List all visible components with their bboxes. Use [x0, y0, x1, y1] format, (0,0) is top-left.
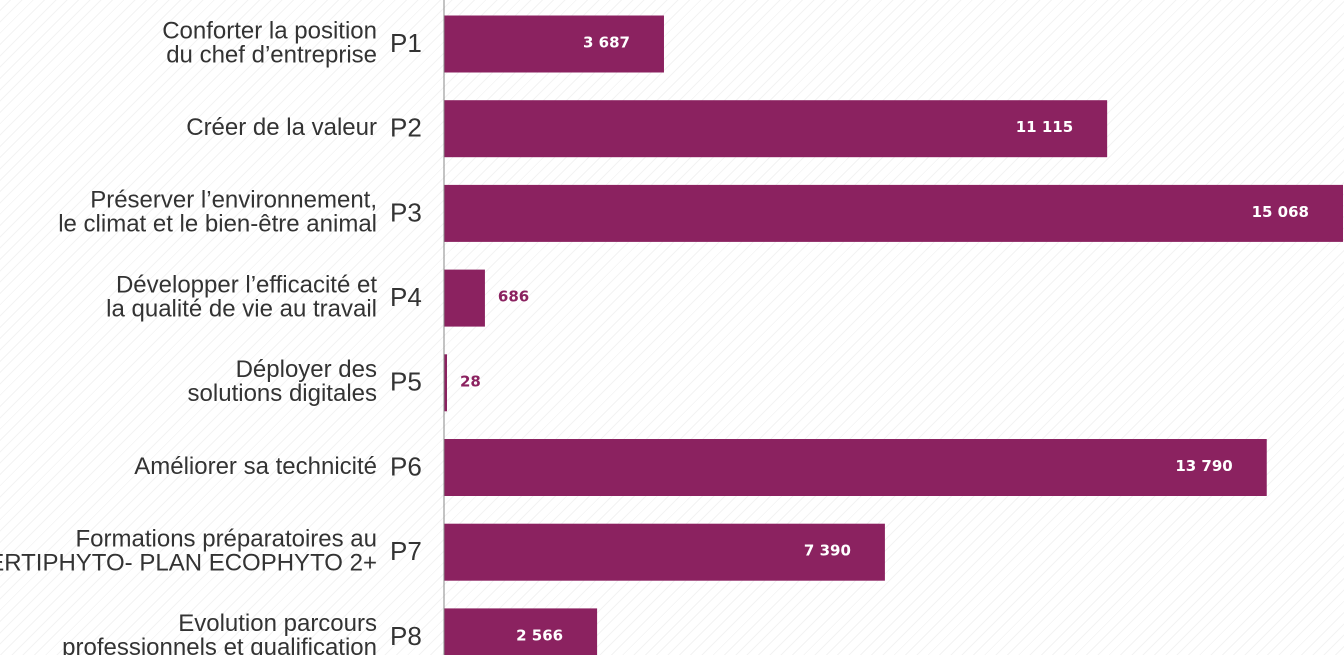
category-label-p1: du chef d’entreprise [166, 41, 377, 68]
category-code-p4: P4 [390, 282, 422, 312]
category-code-p6: P6 [390, 451, 422, 481]
category-label-p3: le climat et le bien-être animal [58, 211, 377, 238]
category-label-p5: solutions digitales [188, 380, 377, 407]
value-label-p1: 3 687 [583, 34, 630, 52]
category-label-p7: Formations préparatoires au [76, 526, 377, 553]
bar-p7 [444, 523, 885, 581]
category-code-p8: P8 [390, 621, 422, 651]
value-label-p6: 13 790 [1175, 457, 1232, 475]
bar-p2 [444, 100, 1108, 158]
category-label-p8: Evolution parcours [178, 610, 377, 637]
bar-p3 [444, 184, 1343, 242]
value-label-p7: 7 390 [804, 542, 851, 560]
category-label-p7: CERTIPHYTO- PLAN ECOPHYTO 2+ [0, 550, 377, 577]
bar-p4 [444, 269, 485, 327]
bar-p6 [444, 439, 1267, 496]
value-label-p4: 686 [498, 288, 529, 306]
category-code-p7: P7 [390, 536, 422, 566]
bar-p5 [444, 354, 447, 412]
bar-p1 [444, 15, 664, 73]
category-label-p1: Conforter la position [162, 17, 377, 44]
category-label-p6: Améliorer sa technicité [134, 453, 377, 480]
category-label-p5: Déployer des [236, 356, 377, 383]
value-label-p3: 15 068 [1252, 203, 1309, 221]
bars-group [444, 15, 1343, 655]
category-label-p8: professionnels et qualification [62, 634, 377, 655]
category-code-p2: P2 [390, 113, 422, 143]
category-label-p3: Préserver l’environnement, [90, 187, 377, 214]
value-label-p8: 2 566 [516, 626, 563, 644]
category-label-p4: Développer l’efficacité et [116, 271, 377, 298]
category-code-p5: P5 [390, 367, 422, 397]
value-label-p2: 11 115 [1016, 118, 1073, 136]
category-label-p4: la qualité de vie au travail [106, 295, 377, 322]
category-code-p3: P3 [390, 197, 422, 227]
value-label-p5: 28 [460, 372, 481, 390]
category-code-p1: P1 [390, 28, 422, 58]
category-label-p2: Créer de la valeur [186, 114, 377, 141]
bar-p8 [444, 608, 598, 655]
